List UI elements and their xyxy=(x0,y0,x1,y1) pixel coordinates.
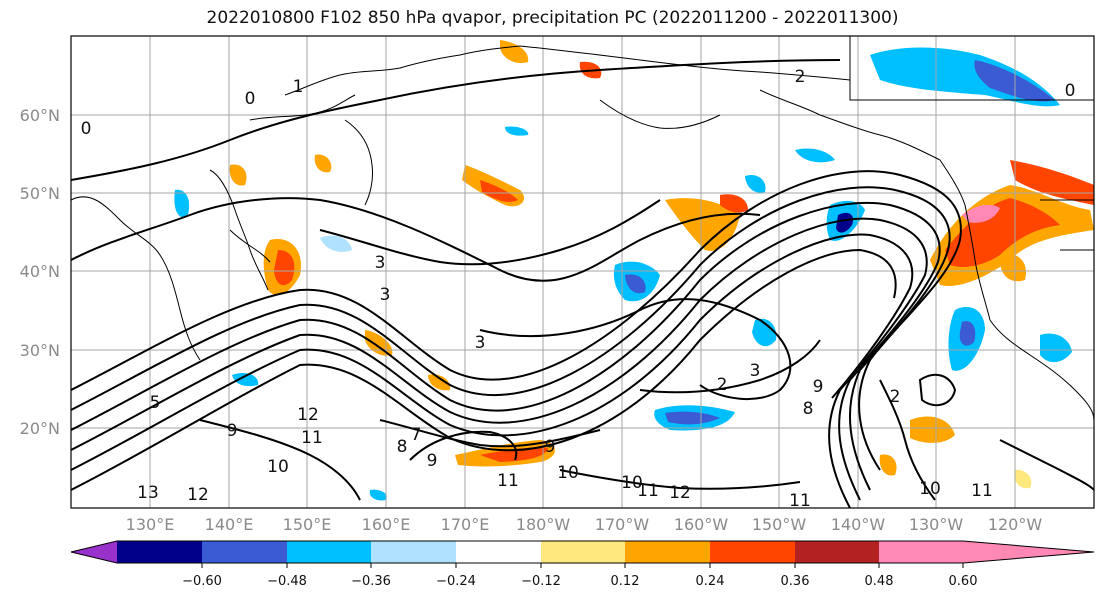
colorbar-ticks xyxy=(201,563,964,568)
lon-label: 170°W xyxy=(595,515,650,534)
colorbar-tick-label: −0.60 xyxy=(182,574,222,589)
contour-label: 9 xyxy=(545,437,556,457)
lon-label: 130°E xyxy=(126,515,175,534)
contour-label: 0 xyxy=(81,119,92,139)
lon-label: 120°W xyxy=(988,515,1043,534)
colorbar-segment xyxy=(625,541,710,563)
contour-label: 12 xyxy=(669,483,691,503)
contour-label: 11 xyxy=(301,428,323,448)
contour-label: 10 xyxy=(919,479,941,499)
colorbar-segment xyxy=(117,541,202,563)
colorbar-outline xyxy=(70,540,1095,564)
colorbar-tick-label: 0.36 xyxy=(781,574,810,589)
contour-label: 5 xyxy=(150,393,161,413)
lat-label: 60°N xyxy=(20,106,60,125)
contour-label: 7 xyxy=(411,425,422,445)
lon-label: 160°E xyxy=(362,515,411,534)
contour-label: 12 xyxy=(297,405,319,425)
lat-label: 30°N xyxy=(20,341,60,360)
colorbar-segment xyxy=(541,541,625,563)
lon-label: 130°W xyxy=(909,515,964,534)
colorbar-tick-label: 0.24 xyxy=(696,574,725,589)
lon-label: 170°E xyxy=(441,515,490,534)
lat-label: 40°N xyxy=(20,262,60,281)
contour-label: 10 xyxy=(267,457,289,477)
colorbar-segment xyxy=(456,541,541,563)
colorbar-tick-label: 0.12 xyxy=(611,574,640,589)
lon-label: 150°W xyxy=(752,515,807,534)
contour-label: 9 xyxy=(227,421,238,441)
contour-label: 3 xyxy=(375,253,386,273)
contour-label: 11 xyxy=(637,481,659,501)
contour-label: 11 xyxy=(789,491,811,511)
contour-labels: 0 0 1 2 0 3 3 3 2 3 5 9 11 12 10 13 12 9… xyxy=(81,67,1076,511)
colorbar-segment xyxy=(202,541,287,563)
contour-label: 3 xyxy=(475,333,486,353)
contour-label: 10 xyxy=(621,473,643,493)
contour-label: 1 xyxy=(293,77,304,97)
colorbar-segment xyxy=(795,541,879,563)
colorbar-tick-label: 0.48 xyxy=(865,574,894,589)
contour-label: 2 xyxy=(795,67,806,87)
contour-label: 11 xyxy=(497,471,519,491)
contour-label: 9 xyxy=(813,377,824,397)
colorbar-right-extension xyxy=(963,541,1094,563)
contour-label: 0 xyxy=(245,89,256,109)
contour-label: 8 xyxy=(397,437,408,457)
qvapor-contours xyxy=(71,59,1094,508)
lon-label: 140°W xyxy=(831,515,886,534)
lon-label: 150°E xyxy=(283,515,332,534)
contour-label: 3 xyxy=(380,285,391,305)
lon-label: 140°E xyxy=(205,515,254,534)
longitude-labels: 130°E 140°E 150°E 160°E 170°E 180°W 170°… xyxy=(126,515,1043,534)
colorbar-tick-label: −0.36 xyxy=(351,574,391,589)
contour-label: 0 xyxy=(1065,81,1076,101)
contour-label: 10 xyxy=(557,463,579,483)
contour-label: 3 xyxy=(750,361,761,381)
colorbar-tick-label: 0.60 xyxy=(949,574,978,589)
map-frame xyxy=(70,35,1095,509)
colorbar-left-extension xyxy=(71,541,117,563)
colorbar-tick-label: −0.12 xyxy=(521,574,561,589)
colorbar-segment xyxy=(710,541,795,563)
colorbar-segment xyxy=(371,541,456,563)
contour-label: 11 xyxy=(971,481,993,501)
map-title: 2022010800 F102 850 hPa qvapor, precipit… xyxy=(206,8,899,28)
colorbar: −0.60 −0.48 −0.36 −0.24 −0.12 0.12 0.24 … xyxy=(70,540,1095,589)
coastlines xyxy=(71,36,1094,421)
lon-label: 180°W xyxy=(516,515,571,534)
lat-label: 20°N xyxy=(20,419,60,438)
colorbar-segment xyxy=(287,541,371,563)
contour-label: 8 xyxy=(803,399,814,419)
colorbar-tick-labels: −0.60 −0.48 −0.36 −0.24 −0.12 0.12 0.24 … xyxy=(182,574,977,589)
contour-label: 13 xyxy=(137,483,159,503)
lat-label: 50°N xyxy=(20,184,60,203)
colorbar-tick-label: −0.48 xyxy=(267,574,307,589)
precip-anomaly-shading xyxy=(174,40,1094,501)
contour-label: 12 xyxy=(187,485,209,505)
latitude-labels: 60°N 50°N 40°N 30°N 20°N xyxy=(20,106,60,438)
contour-label: 9 xyxy=(427,451,438,471)
contour-label: 2 xyxy=(717,375,728,395)
colorbar-tick-label: −0.24 xyxy=(436,574,476,589)
lon-label: 160°W xyxy=(674,515,729,534)
contour-label: 2 xyxy=(890,387,901,407)
colorbar-segment xyxy=(879,541,963,563)
